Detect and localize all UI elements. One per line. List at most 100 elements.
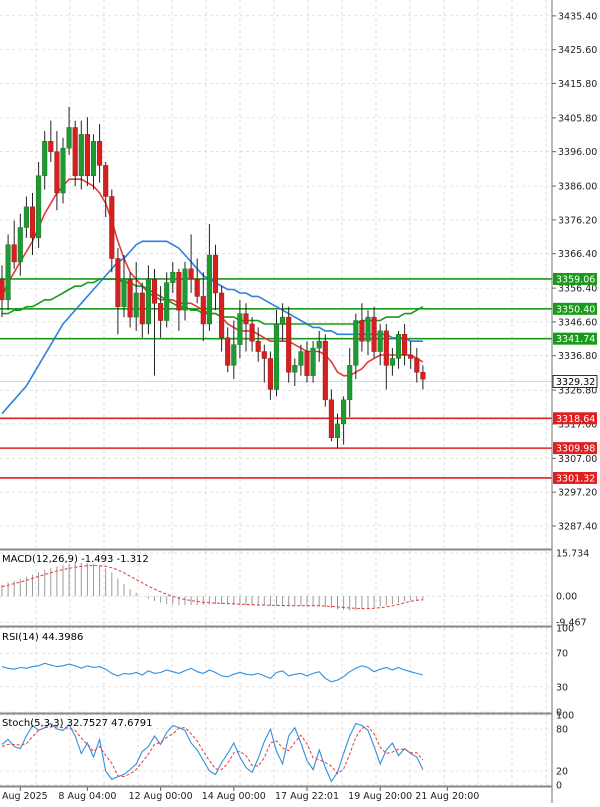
candle — [127, 272, 133, 328]
candle-body — [109, 196, 115, 259]
stoch-k-line — [1, 722, 424, 783]
moving-average-line — [1, 240, 423, 415]
candle — [389, 348, 395, 376]
candle-body — [237, 313, 243, 345]
candle — [170, 261, 176, 293]
candle — [11, 220, 17, 269]
time-tick-label: 19 Aug 20:00 — [348, 791, 412, 802]
candle — [158, 286, 164, 338]
candle-body — [158, 303, 164, 321]
indicator-tick-label: 100 — [556, 624, 574, 635]
candle-body — [420, 371, 426, 380]
candle-body — [42, 141, 48, 177]
level-label-box — [553, 442, 597, 455]
candle — [304, 341, 310, 383]
level-label-text: 3318.64 — [556, 414, 595, 425]
candle — [359, 303, 365, 352]
candle-body — [255, 340, 261, 352]
candle — [54, 130, 60, 211]
candle — [310, 341, 316, 383]
candle-body — [371, 316, 377, 352]
candle-body — [54, 151, 60, 194]
candle — [133, 261, 139, 331]
candle — [402, 323, 408, 366]
candle — [0, 265, 5, 318]
candle-body — [298, 351, 304, 366]
candle — [383, 323, 389, 390]
level-label-text: 3350.40 — [556, 304, 595, 315]
candle-body — [23, 206, 29, 228]
price-tick-label: 3366.40 — [558, 249, 597, 260]
candle-body — [286, 316, 292, 373]
candle-body — [29, 206, 36, 239]
candle — [353, 313, 359, 380]
candle-body — [273, 323, 280, 390]
rsi-label: RSI(14) 44.3986 — [2, 632, 83, 643]
candle — [78, 120, 84, 190]
candle — [267, 351, 273, 400]
candle-body — [402, 334, 408, 356]
price-tick-label: 3307.00 — [558, 454, 597, 465]
candle — [231, 320, 237, 380]
candle-body — [316, 340, 322, 349]
panel-frames — [0, 0, 553, 803]
candle-body — [97, 141, 103, 166]
candle — [48, 120, 54, 162]
indicator-tick-label: -9.467 — [556, 618, 587, 629]
candle — [23, 196, 29, 238]
current-price-label: 3329.32 — [556, 377, 595, 388]
candle — [261, 344, 267, 383]
indicator-tick-label: 0.00 — [556, 592, 577, 603]
candle-body — [36, 175, 42, 239]
candle-body — [5, 244, 11, 301]
candle — [255, 327, 261, 362]
candle-body — [328, 399, 334, 438]
candle-body — [334, 423, 341, 438]
candle — [408, 341, 414, 369]
price-tick-label: 3297.20 — [558, 488, 597, 499]
indicator-tick-label: 70 — [556, 649, 568, 660]
time-tick-label: 14 Aug 00:00 — [202, 791, 266, 802]
macd-signal-line — [1, 564, 423, 610]
level-label-box — [553, 272, 597, 285]
candle — [36, 161, 42, 249]
price-tick-label: 3336.80 — [558, 351, 597, 362]
candle — [280, 303, 286, 342]
candle-body — [280, 316, 286, 325]
candle-body — [359, 320, 365, 342]
price-tick-label: 3317.00 — [558, 419, 597, 430]
candle-body — [133, 292, 139, 318]
price-tick-label: 3386.00 — [558, 182, 597, 193]
candle-body — [115, 258, 121, 307]
price-tick-label: 3326.80 — [558, 386, 597, 397]
candle-body — [292, 365, 298, 373]
indicator-tick-label: 15.734 — [556, 549, 589, 560]
candle-body — [408, 354, 414, 359]
candle — [316, 330, 322, 362]
level-label-box — [553, 332, 597, 345]
candle — [377, 323, 383, 366]
candle — [286, 306, 292, 383]
candle-body — [249, 323, 255, 342]
price-tick-label: 3396.00 — [558, 147, 597, 158]
stoch-d-line — [1, 725, 424, 778]
candle-body — [304, 351, 310, 376]
candle-body — [17, 227, 23, 263]
candle-body — [103, 165, 109, 197]
candle — [151, 268, 158, 376]
level-label-text: 3341.74 — [556, 334, 595, 345]
candle — [341, 396, 347, 445]
candle — [298, 344, 304, 376]
candle — [206, 224, 212, 331]
stochastic-panel — [1, 722, 424, 783]
level-label-text: 3301.32 — [556, 473, 595, 484]
candle-body — [353, 320, 359, 366]
candle-body — [206, 254, 212, 325]
price-axis: 3435.40 3425.60 3415.80 3405.80 3396.00 3386.… — [552, 11, 598, 792]
candle — [249, 317, 255, 352]
candle — [109, 189, 115, 273]
candle-body — [322, 340, 328, 401]
candle-body — [261, 351, 267, 359]
